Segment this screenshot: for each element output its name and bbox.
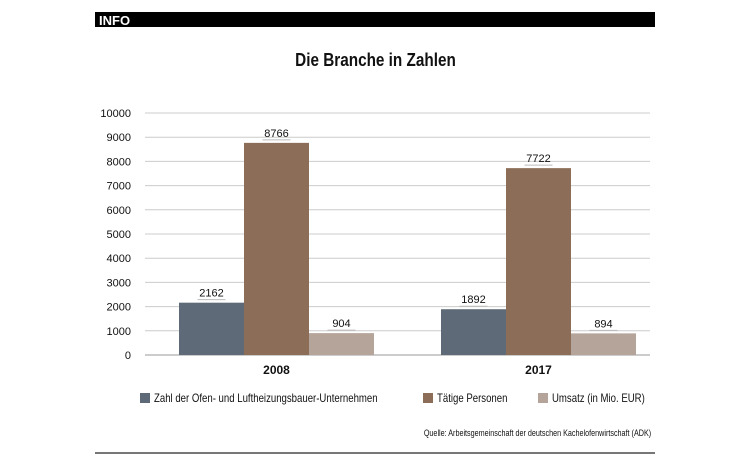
info-header-bar: INFO — [95, 12, 655, 28]
info-label: INFO — [99, 13, 131, 28]
y-tick-label: 10000 — [100, 108, 131, 120]
y-tick-label: 8000 — [107, 156, 131, 168]
bar — [309, 333, 374, 355]
legend-label: Tätige Personen — [437, 391, 508, 405]
y-tick-label: 9000 — [107, 132, 131, 144]
legend-swatch — [140, 393, 150, 403]
y-tick-label: 6000 — [107, 205, 131, 217]
bottom-divider — [95, 452, 655, 454]
legend-item-companies: Zahl der Ofen- und Luftheizungsbauer-Unt… — [140, 391, 434, 405]
bar — [441, 309, 506, 355]
y-tick-label: 4000 — [107, 253, 131, 265]
y-tick-label: 1000 — [107, 326, 131, 338]
data-label: 7722 — [526, 153, 550, 165]
legend-swatch — [538, 393, 548, 403]
bar — [506, 168, 571, 355]
y-tick-label: 3000 — [107, 277, 131, 289]
legend-label: Zahl der Ofen- und Luftheizungsbauer-Unt… — [154, 391, 378, 405]
bar — [571, 333, 636, 355]
data-label: 1892 — [461, 294, 485, 306]
source-note: Quelle: Arbeitsgemeinschaft der deutsche… — [423, 428, 651, 438]
bar — [179, 302, 244, 355]
legend-item-revenue: Umsatz (in Mio. EUR) — [538, 391, 668, 405]
bar — [244, 142, 309, 355]
x-tick-label: 2008 — [263, 363, 290, 377]
x-tick-label: 2017 — [525, 363, 552, 377]
data-label: 2162 — [199, 288, 223, 300]
data-label: 8766 — [264, 128, 288, 140]
data-label: 894 — [594, 318, 612, 330]
legend-item-persons: Tätige Personen — [423, 391, 525, 405]
legend-label: Umsatz (in Mio. EUR) — [552, 391, 645, 405]
y-tick-label: 0 — [125, 350, 131, 362]
y-tick-label: 5000 — [107, 229, 131, 241]
chart-title: Die Branche in Zahlen — [295, 50, 456, 70]
legend-swatch — [423, 393, 433, 403]
y-tick-label: 2000 — [107, 302, 131, 314]
data-label: 904 — [332, 318, 350, 330]
y-tick-label: 7000 — [107, 181, 131, 193]
